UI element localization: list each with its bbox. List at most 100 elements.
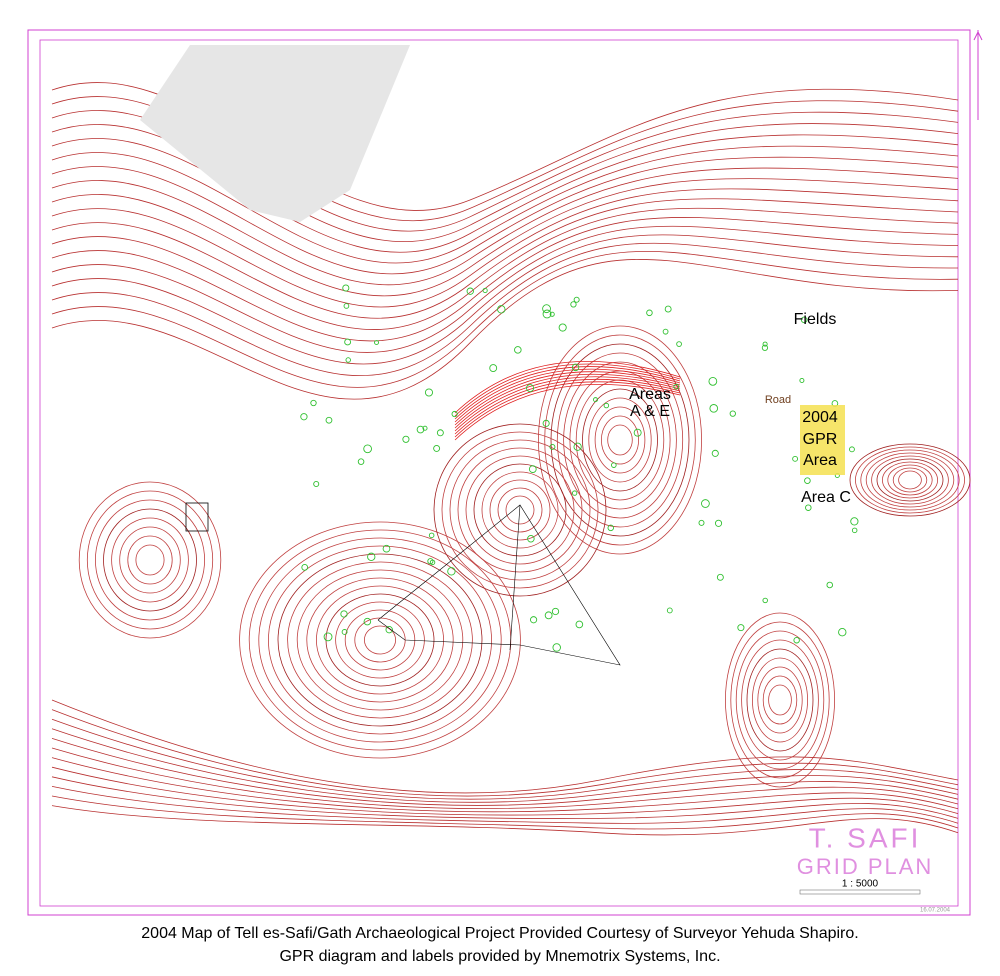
contour-line (296, 569, 464, 711)
contour-line (454, 363, 681, 417)
contour-line (306, 577, 454, 703)
contour-line (741, 639, 819, 761)
scale-bar (799, 889, 921, 895)
contour-line (454, 381, 681, 438)
tree (851, 527, 858, 534)
tree (466, 287, 474, 295)
contour-line (354, 617, 406, 663)
tree (427, 558, 434, 565)
contour-line (239, 521, 521, 759)
contour-line (51, 786, 959, 824)
label-area-c: Area C (801, 489, 851, 506)
contour-line (898, 470, 922, 490)
gray-area (140, 45, 410, 222)
contour-line (457, 447, 583, 573)
contour-line (258, 537, 502, 743)
tree (838, 628, 847, 637)
tree (805, 504, 812, 511)
scale: 1 : 5000 (842, 879, 879, 890)
contour-line (441, 431, 599, 589)
contour-line (51, 242, 959, 376)
tree (570, 301, 577, 308)
label-fields: Fields (794, 311, 837, 328)
label-areas: A & E (630, 403, 670, 420)
tree (542, 304, 551, 314)
contour-line (51, 178, 959, 297)
tree (603, 402, 610, 409)
contour-line (51, 145, 959, 264)
contour-line (454, 373, 681, 429)
tree (367, 552, 376, 561)
contour-line (51, 776, 959, 819)
contour-line (550, 343, 690, 537)
tree (573, 296, 580, 303)
tree (792, 455, 799, 462)
contour-line (51, 747, 959, 809)
contour-line (51, 728, 959, 803)
contour-line (95, 499, 205, 621)
tree (489, 364, 498, 372)
outer-frame (27, 29, 971, 916)
label-road: Road (765, 394, 791, 406)
contour-line (51, 259, 959, 400)
tree (558, 323, 567, 332)
contour-line (51, 156, 959, 275)
label-areas: Areas (629, 386, 671, 403)
tree (571, 363, 580, 372)
contour-line (481, 471, 559, 549)
tree (374, 340, 379, 345)
contour-line (865, 452, 955, 508)
tree (363, 444, 372, 454)
gpr-diagram (377, 504, 621, 666)
contour-line (768, 684, 792, 716)
contour-line (762, 675, 798, 725)
tree (344, 338, 352, 346)
tree (708, 376, 718, 386)
contour-line (860, 449, 960, 511)
tree (633, 428, 642, 437)
contour-line (473, 463, 567, 557)
contour-line (111, 517, 189, 603)
contour-line (315, 585, 444, 695)
contour-line (51, 757, 959, 813)
tree (673, 383, 680, 390)
tree (826, 581, 834, 589)
contour-line (51, 709, 959, 797)
tree (482, 287, 488, 294)
contour-line (267, 545, 492, 735)
contour-line (730, 621, 830, 779)
title: T. SAFI (809, 822, 922, 853)
contour-line (335, 601, 425, 679)
tree (552, 643, 561, 652)
tree (698, 519, 705, 526)
tree (363, 617, 372, 626)
tree (549, 311, 555, 317)
contour-line (51, 188, 959, 308)
tree (340, 610, 348, 618)
contour-line (757, 666, 803, 734)
contour-line (882, 461, 939, 499)
tree (433, 444, 441, 452)
contour-line (51, 805, 959, 836)
map: Fields Road Areas A & E 2004 GPR Area Ar… (27, 29, 983, 916)
contour-line (103, 508, 197, 612)
contour-line (746, 648, 814, 752)
tree (341, 629, 348, 635)
contour-line (871, 455, 949, 505)
tree (342, 284, 350, 292)
contour-line (277, 553, 483, 727)
contour-line (51, 167, 959, 286)
tree (549, 443, 556, 450)
gpr-highlight (800, 405, 845, 475)
tree (716, 573, 724, 581)
tree (451, 410, 458, 418)
tree (542, 309, 552, 319)
tree (729, 410, 736, 417)
tree (323, 632, 333, 642)
contour-line (607, 424, 633, 456)
contour-line (454, 371, 681, 426)
tree (799, 377, 805, 383)
contour-line (51, 738, 959, 806)
tree (514, 346, 522, 354)
contour-line (556, 352, 684, 528)
